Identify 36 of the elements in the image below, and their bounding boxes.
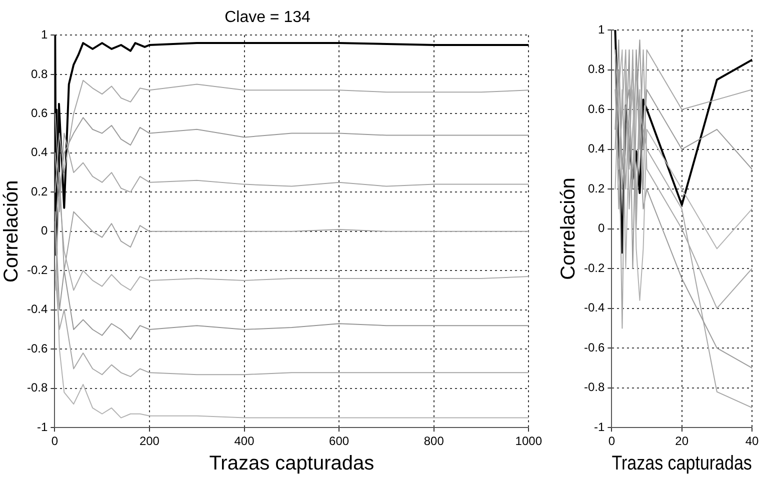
y-tick-label: -0.4 [584, 300, 605, 315]
y-tick-label: 1 [40, 28, 48, 42]
y-tick-label: 0.6 [30, 106, 48, 120]
y-tick-label: 0.8 [30, 66, 48, 81]
y-tick-label: 0.2 [30, 184, 48, 198]
y-tick-label: -0.8 [584, 380, 605, 394]
y-tick-label: -0.2 [584, 260, 605, 275]
y-tick-label: 0 [40, 224, 48, 238]
y-tick-label: 0.2 [588, 181, 605, 196]
x-tick-label: 1000 [515, 434, 542, 448]
y-tick-label: 0.8 [588, 62, 605, 76]
x-axis-title: Trazas capturadas [209, 452, 374, 475]
y-tick-label: -1 [37, 420, 48, 434]
y-tick-label: -1 [594, 420, 605, 434]
y-axis-title: Correlación [558, 178, 580, 280]
x-tick-label: 400 [234, 434, 255, 448]
y-tick-label: 1 [598, 22, 605, 36]
y-tick-label: 0.4 [588, 142, 605, 156]
y-tick-label: -0.4 [26, 302, 48, 316]
y-tick-label: -0.6 [26, 341, 48, 356]
chart-title: Clave = 134 [224, 9, 311, 26]
x-axis-title: Trazas capturadas [612, 451, 752, 474]
x-tick-label: 800 [424, 434, 444, 448]
y-tick-label: -0.2 [26, 262, 48, 277]
x-tick-label: 0 [608, 434, 616, 448]
x-tick-label: 200 [139, 434, 160, 448]
x-tick-label: 600 [329, 434, 350, 448]
y-tick-label: 0 [598, 221, 605, 236]
x-tick-label: 40 [745, 434, 759, 448]
y-tick-label: 0.4 [30, 145, 48, 160]
y-tick-label: -0.8 [26, 380, 48, 395]
y-tick-label: 0.6 [588, 102, 605, 116]
y-axis-title: Correlación [0, 180, 23, 283]
y-tick-label: -0.6 [584, 340, 605, 354]
x-tick-label: 20 [675, 434, 689, 448]
x-tick-label: 0 [51, 434, 58, 448]
